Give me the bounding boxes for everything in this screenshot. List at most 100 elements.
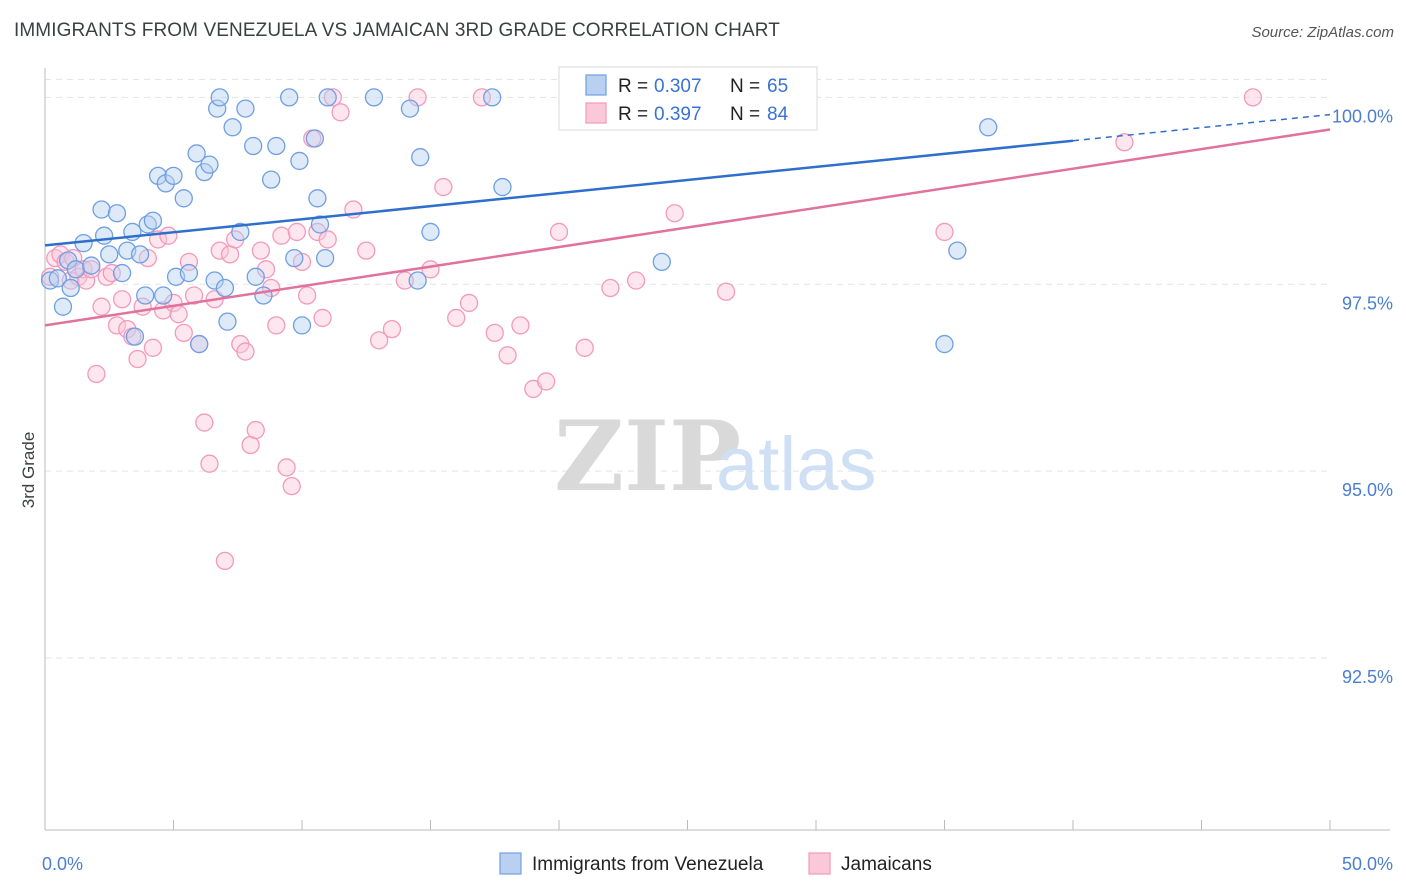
jamaicans-point — [537, 372, 556, 391]
jamaicans-point — [601, 278, 620, 298]
jamaicans-point — [169, 305, 188, 324]
venezuela-point — [483, 88, 502, 107]
venezuela-point — [421, 222, 440, 242]
venezuela-point — [156, 174, 175, 193]
venezuela-point — [290, 151, 309, 171]
jamaicans-point — [313, 308, 332, 328]
jamaicans-point — [472, 88, 492, 107]
venezuela-point — [174, 189, 193, 208]
venezuela-point — [82, 256, 101, 275]
venezuela-point — [112, 263, 132, 283]
venezuela-point — [254, 286, 273, 305]
jamaicans-point — [174, 323, 193, 343]
venezuela-point — [200, 155, 219, 174]
legend-n-value-2: 84 — [767, 104, 789, 125]
jamaicans-point — [318, 230, 337, 249]
venezuela-point — [310, 215, 330, 234]
jamaicans-point — [369, 331, 389, 350]
venezuela-point — [411, 148, 430, 167]
jamaicans-point — [210, 241, 229, 260]
jamaicans-point — [498, 346, 517, 365]
venezuela-trend-extension — [1072, 113, 1331, 142]
bottom-legend-jamaicans: Jamaicans — [841, 854, 932, 875]
jamaicans-point — [143, 338, 163, 357]
jamaicans-point — [434, 177, 453, 197]
venezuela-points — [40, 88, 998, 354]
venezuela-point — [190, 334, 209, 354]
venezuela-point — [935, 334, 954, 354]
venezuela-point — [308, 189, 327, 208]
jamaicans-point — [575, 338, 594, 357]
venezuela-point — [979, 118, 998, 137]
jamaicans-point — [184, 286, 204, 305]
venezuela-point — [400, 99, 420, 118]
jamaicans-point — [626, 271, 646, 290]
jamaicans-point — [277, 458, 296, 477]
bottom-legend-swatch-venezuela — [499, 852, 522, 875]
jamaicans-point — [287, 222, 307, 242]
venezuela-point — [208, 99, 227, 118]
venezuela-trend-line — [44, 139, 1074, 247]
venezuela-point — [125, 327, 145, 346]
tick-labels: 92.5% 95.0% 97.5% 100.0% 0.0% 50.0% — [42, 106, 1393, 874]
legend-r-value-2: 0.397 — [654, 104, 702, 125]
jamaicans-point — [382, 319, 402, 339]
jamaicans-point — [716, 282, 736, 301]
venezuela-point — [652, 252, 671, 271]
jamaicans-point — [447, 308, 466, 328]
venezuela-point — [493, 177, 512, 197]
venezuela-point — [48, 269, 67, 288]
venezuela-point — [292, 316, 312, 335]
legend-swatch-venezuela — [585, 74, 607, 96]
jamaicans-point — [395, 271, 414, 290]
trend-lines — [44, 113, 1331, 327]
jamaicans-trend-line — [44, 128, 1331, 327]
venezuela-point — [246, 267, 265, 286]
jamaicans-point — [159, 226, 178, 245]
venezuela-point — [210, 88, 229, 107]
venezuela-point — [279, 88, 299, 107]
venezuela-point — [305, 129, 325, 148]
jamaicans-point — [272, 226, 291, 245]
legend-box: R = 0.307 N = 65 R = 0.397 N = 84 — [558, 66, 818, 131]
venezuela-point — [53, 297, 73, 316]
venezuela-point — [136, 286, 155, 305]
legend-r-value-1: 0.307 — [654, 76, 702, 97]
x-tick-label-max: 50.0% — [1342, 854, 1393, 874]
jamaicans-point — [251, 241, 271, 260]
bottom-legend-venezuela: Immigrants from Venezuela — [532, 854, 764, 875]
jamaicans-point — [195, 413, 214, 432]
chart-title: IMMIGRANTS FROM VENEZUELA VS JAMAICAN 3R… — [14, 20, 780, 41]
venezuela-point — [218, 312, 237, 331]
legend-r-label-1: R = — [618, 76, 648, 97]
venezuela-point — [179, 263, 199, 283]
venezuela-point — [164, 166, 183, 186]
y-tick-label: 95.0% — [1342, 480, 1393, 500]
jamaicans-point — [485, 323, 504, 343]
venezuela-point — [318, 88, 337, 107]
legend-n-label-2: N = — [730, 104, 760, 125]
watermark-atlas: atlas — [716, 422, 877, 507]
jamaicans-point — [935, 222, 954, 242]
chart-source: Source: ZipAtlas.com — [1251, 24, 1394, 41]
y-axis-label: 3rd Grade — [19, 432, 38, 509]
jamaicans-point — [215, 551, 235, 571]
jamaicans-point — [87, 364, 106, 384]
jamaicans-point — [200, 454, 219, 473]
venezuela-point — [285, 248, 304, 268]
venezuela-point — [315, 248, 335, 268]
jamaicans-point — [297, 286, 317, 305]
venezuela-point — [130, 245, 150, 264]
y-tick-label: 92.5% — [1342, 667, 1393, 687]
venezuela-point — [262, 170, 281, 189]
bottom-legend-swatch-jamaicans — [808, 852, 831, 875]
venezuela-point — [231, 222, 250, 242]
venezuela-point — [143, 211, 163, 230]
venezuela-point — [205, 271, 224, 290]
watermark-zip: ZIP — [554, 400, 741, 513]
jamaicans-point — [357, 241, 376, 260]
bottom-legend: Immigrants from Venezuela Jamaicans — [499, 852, 932, 875]
jamaicans-point — [331, 103, 350, 122]
venezuela-point — [154, 286, 173, 305]
